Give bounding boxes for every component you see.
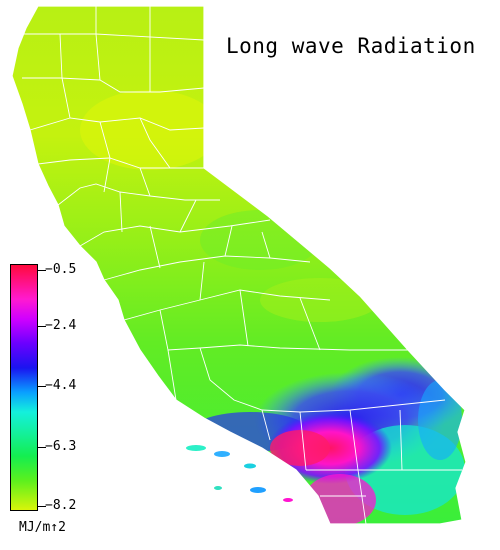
legend-tick-label: −0.5 [45,262,77,277]
legend-tick-label: −4.4 [45,378,77,393]
legend-tick-label: −6.3 [45,439,77,454]
legend-tick [38,326,46,327]
legend-tick [38,506,46,507]
channel-islands [186,445,293,502]
legend-tick [38,270,46,271]
county-boundaries [22,6,462,524]
legend-units: MJ/m↑2 [19,520,66,535]
legend-tick [38,386,46,387]
map-title: Long wave Radiation [226,34,476,58]
legend-tick-label: −8.2 [45,498,77,513]
color-legend-bar [10,264,38,511]
legend-tick-label: −2.4 [45,318,77,333]
legend-tick [38,447,46,448]
